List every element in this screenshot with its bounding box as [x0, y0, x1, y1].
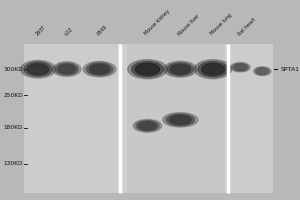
- Ellipse shape: [136, 121, 159, 131]
- Ellipse shape: [234, 64, 247, 70]
- Ellipse shape: [202, 63, 225, 75]
- Ellipse shape: [163, 113, 198, 127]
- Ellipse shape: [58, 65, 76, 74]
- Ellipse shape: [139, 122, 156, 130]
- FancyBboxPatch shape: [127, 44, 225, 193]
- Ellipse shape: [30, 61, 46, 65]
- Text: 293T: 293T: [34, 24, 47, 36]
- Text: A549: A549: [96, 24, 109, 36]
- Ellipse shape: [257, 68, 268, 74]
- Text: 300KD: 300KD: [3, 67, 23, 72]
- Text: LO2: LO2: [63, 26, 74, 36]
- Ellipse shape: [255, 68, 269, 75]
- Ellipse shape: [194, 60, 232, 79]
- Ellipse shape: [20, 60, 56, 78]
- Ellipse shape: [231, 62, 250, 72]
- Ellipse shape: [128, 60, 167, 79]
- Text: Rat heart: Rat heart: [237, 17, 257, 36]
- FancyBboxPatch shape: [24, 44, 273, 193]
- Ellipse shape: [254, 67, 271, 76]
- Ellipse shape: [58, 61, 75, 65]
- Ellipse shape: [198, 61, 228, 77]
- Ellipse shape: [232, 63, 248, 71]
- Ellipse shape: [89, 64, 110, 74]
- Ellipse shape: [83, 62, 116, 77]
- Ellipse shape: [133, 119, 162, 132]
- Ellipse shape: [166, 114, 194, 126]
- Ellipse shape: [164, 61, 197, 77]
- Ellipse shape: [167, 63, 194, 76]
- Ellipse shape: [52, 62, 81, 76]
- Ellipse shape: [131, 61, 164, 77]
- Ellipse shape: [27, 64, 49, 75]
- FancyBboxPatch shape: [24, 44, 117, 193]
- Text: 250KD: 250KD: [3, 93, 23, 98]
- Ellipse shape: [135, 63, 160, 75]
- FancyBboxPatch shape: [230, 44, 273, 193]
- Ellipse shape: [92, 61, 108, 65]
- Text: SPTA1: SPTA1: [280, 67, 299, 72]
- Text: Mouse liver: Mouse liver: [177, 13, 200, 36]
- Ellipse shape: [86, 63, 113, 75]
- Ellipse shape: [55, 63, 78, 75]
- Text: Mouse lung: Mouse lung: [209, 13, 233, 36]
- Text: 130KD: 130KD: [3, 161, 23, 166]
- Text: 180KD: 180KD: [3, 125, 23, 130]
- Text: Mouse kidney: Mouse kidney: [144, 9, 171, 36]
- Ellipse shape: [24, 62, 52, 76]
- Ellipse shape: [169, 115, 191, 124]
- Ellipse shape: [170, 64, 190, 74]
